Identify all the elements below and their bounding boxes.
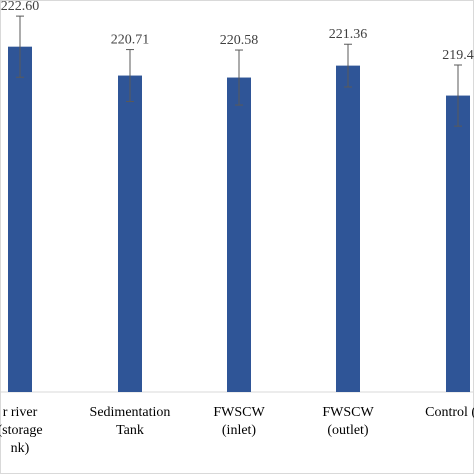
data-label-2: 220.58 <box>220 33 259 48</box>
category-label-2: FWSCW (inlet) <box>213 405 265 438</box>
bars-group <box>8 46 470 393</box>
category-labels-group: r river (storage nk) Sedimentation Tank FWSCW… <box>0 405 474 456</box>
error-bar-4 <box>454 64 462 127</box>
error-bar-0 <box>16 15 24 78</box>
bar-2 <box>227 77 251 392</box>
data-labels-group: 222.60 220.71 220.58 221.36 219.4 <box>1 0 474 63</box>
bar-3 <box>336 65 360 392</box>
data-label-0: 222.60 <box>1 0 40 14</box>
category-label-0: r river (storage nk) <box>0 405 43 456</box>
data-label-3: 221.36 <box>329 27 368 42</box>
error-bar-3 <box>344 43 352 88</box>
error-bars-group <box>16 15 462 127</box>
category-label-1: Sedimentation Tank <box>90 405 171 438</box>
bar-0 <box>8 46 32 393</box>
data-label-1: 220.71 <box>111 33 150 48</box>
category-label-3: FWSCW (outlet) <box>322 405 374 438</box>
bar-4 <box>446 95 470 393</box>
category-label-4: Control (inl <box>425 405 474 420</box>
error-bar-1 <box>126 49 134 103</box>
data-label-4: 219.4 <box>442 48 474 63</box>
error-bar-2 <box>235 49 243 106</box>
bar-1 <box>118 75 142 392</box>
